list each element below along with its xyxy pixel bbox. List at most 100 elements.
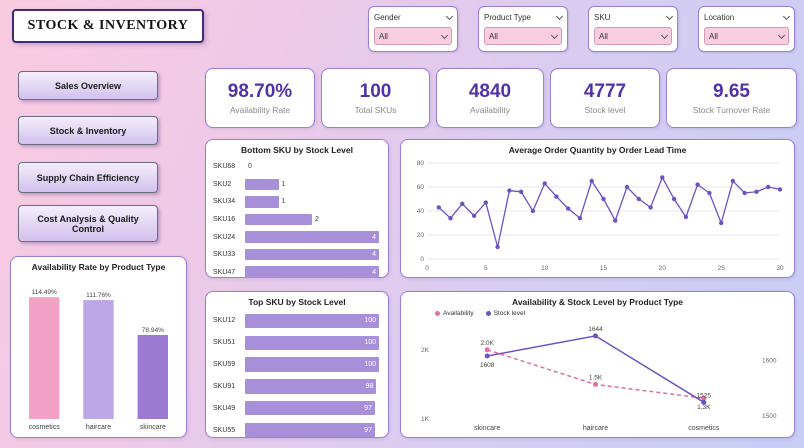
chevron-down-icon: [660, 31, 669, 39]
bar-track: 97: [245, 397, 379, 419]
kpi-value: 98.70%: [227, 81, 293, 102]
filter-product-type-dropdown[interactable]: All: [484, 27, 562, 45]
svg-text:78.94%: 78.94%: [142, 327, 164, 334]
bar-row[interactable]: SKU24 4: [213, 228, 379, 246]
bar-value: 1: [281, 198, 286, 206]
kpi-total-skus: 100 Total SKUs: [321, 68, 430, 128]
bar-row[interactable]: SKU16 2: [213, 211, 379, 229]
nav-label: Sales Overview: [54, 80, 122, 91]
filter-sku-header[interactable]: SKU: [594, 11, 674, 24]
bar-row[interactable]: SKU47 4: [213, 263, 379, 281]
chevron-down-icon: [440, 31, 449, 39]
bar-track: 98: [245, 375, 379, 397]
chevron-down-icon: [555, 12, 564, 21]
bar-track: 4: [245, 246, 379, 264]
bar-row[interactable]: SKU49 97: [213, 397, 379, 419]
bar-value: 100: [364, 317, 376, 325]
legend-item[interactable]: Stock level: [485, 310, 526, 317]
bar-row[interactable]: SKU2 1: [213, 176, 379, 194]
svg-text:cosmetics: cosmetics: [29, 424, 61, 431]
bar-value: 4: [372, 251, 376, 259]
kpi-label: Availability: [469, 105, 510, 115]
bar-category-label: SKU68: [213, 163, 236, 171]
bar-row[interactable]: SKU34 1: [213, 193, 379, 211]
nav-supply-chain-button[interactable]: Supply Chain Efficiency: [18, 162, 158, 193]
svg-text:80: 80: [417, 160, 425, 167]
svg-text:10: 10: [541, 265, 549, 272]
bar-track: 100: [245, 354, 379, 376]
svg-text:skincare: skincare: [140, 424, 166, 431]
kpi-label: Total SKUs: [354, 105, 397, 115]
svg-text:2K: 2K: [421, 347, 430, 354]
filter-value: All: [599, 31, 608, 41]
bar-row[interactable]: SKU59 100: [213, 354, 379, 376]
svg-text:cosmetics: cosmetics: [688, 425, 720, 432]
chart-title: Bottom SKU by Stock Level: [241, 145, 353, 155]
bar-category-label: SKU34: [213, 198, 236, 206]
top-sku-card: Top SKU by Stock Level SKU12 100 SKU51 100 S…: [205, 291, 389, 438]
kpi-value: 9.65: [713, 81, 750, 102]
bar-row[interactable]: SKU55 97: [213, 419, 379, 441]
filter-location-dropdown[interactable]: All: [704, 27, 789, 45]
filter-gender-dropdown[interactable]: All: [374, 27, 452, 45]
nav-stock-inventory-button[interactable]: Stock & Inventory: [18, 116, 158, 145]
kpi-availability-rate: 98.70% Availability Rate: [205, 68, 315, 128]
filter-gender-header[interactable]: Gender: [374, 11, 454, 24]
legend-item[interactable]: Availability: [435, 310, 474, 317]
page-title-text: STOCK & INVENTORY: [27, 18, 189, 33]
availability-stock-line-chart[interactable]: 2K 1K 1600 1500 skincare haircare cosmetics 2.0…: [407, 319, 788, 432]
svg-text:40: 40: [417, 208, 425, 215]
chevron-down-icon: [782, 12, 791, 21]
order-quantity-line-chart[interactable]: 0 20 40 60 80 0 5 10 15 20 25 30: [407, 156, 788, 272]
bar-value: 4: [372, 233, 376, 241]
filter-sku-dropdown[interactable]: All: [594, 27, 672, 45]
top-sku-bar-chart[interactable]: SKU12 100 SKU51 100 SKU59 100 SKU91 98 SKU49 97 SK…: [212, 308, 382, 443]
bar-category-label: SKU2: [213, 180, 232, 188]
bar-value: 97: [364, 404, 372, 412]
bar-row[interactable]: SKU12 100: [213, 310, 379, 332]
filter-location-header[interactable]: Location: [704, 11, 791, 24]
legend-label: Stock level: [493, 310, 526, 317]
filter-value: All: [379, 31, 388, 41]
filter-value: All: [709, 31, 718, 41]
legend-dot-icon: [435, 311, 440, 316]
filter-product-type-header[interactable]: Product Type: [484, 11, 564, 24]
bar: 100: [245, 313, 379, 329]
bar-row[interactable]: SKU68 0: [213, 158, 379, 176]
bar: [245, 196, 279, 208]
availability-rate-bar-chart[interactable]: 114.49% cosmetics 111.76% haircare 78.94% ski…: [17, 273, 180, 432]
bar: 4: [245, 231, 379, 243]
bar-track: 0: [245, 158, 379, 176]
filter-sku: SKU All: [588, 6, 678, 52]
bar-track: 100: [245, 332, 379, 354]
bar-row[interactable]: SKU51 100: [213, 332, 379, 354]
nav-cost-analysis-button[interactable]: Cost Analysis & Quality Control: [18, 205, 158, 242]
svg-text:15: 15: [600, 265, 608, 272]
chart-title: Availability Rate by Product Type: [31, 262, 166, 272]
svg-text:1500: 1500: [762, 413, 777, 420]
nav-label: Supply Chain Efficiency: [36, 172, 140, 183]
svg-text:2.0K: 2.0K: [481, 340, 495, 347]
bar-value: 0: [248, 163, 252, 171]
bar-category-label: SKU51: [213, 339, 236, 347]
bar-category-label: SKU55: [213, 426, 236, 434]
kpi-value: 4777: [583, 81, 627, 102]
kpi-stock-level: 4777 Stock level: [550, 68, 660, 128]
svg-text:1K: 1K: [421, 416, 430, 423]
nav-sales-overview-button[interactable]: Sales Overview: [18, 71, 158, 100]
bar: 100: [245, 335, 379, 350]
bar-row[interactable]: SKU33 4: [213, 246, 379, 264]
svg-text:haircare: haircare: [86, 424, 111, 431]
svg-text:skincare: skincare: [474, 425, 500, 432]
svg-text:0: 0: [425, 265, 429, 272]
bar: 4: [245, 266, 379, 279]
bar: 4: [245, 248, 379, 261]
bar-value: 97: [364, 426, 372, 434]
svg-text:haircare: haircare: [583, 425, 608, 432]
bar-row[interactable]: SKU91 98: [213, 375, 379, 397]
bottom-sku-bar-chart[interactable]: SKU68 0 SKU2 1 SKU34 1 SKU16 2 SKU24 4 SKU33 4 SKU47…: [212, 156, 382, 283]
filter-label: Location: [704, 13, 735, 22]
svg-text:20: 20: [659, 265, 667, 272]
svg-text:1644: 1644: [588, 326, 603, 333]
bar: [245, 178, 279, 191]
